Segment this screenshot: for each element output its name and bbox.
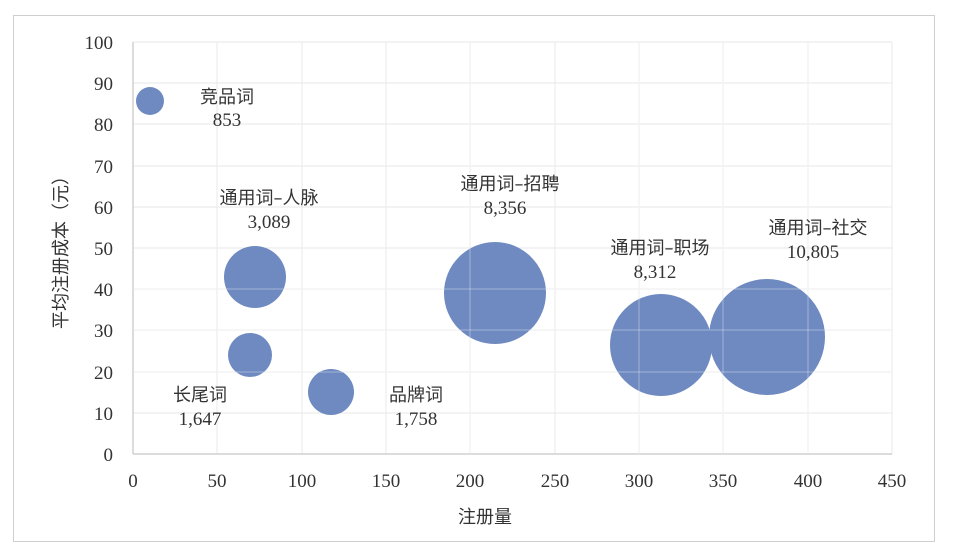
y-axis-title: 平均注册成本（元） [51, 167, 72, 329]
x-tick: 150 [372, 471, 401, 492]
y-tick: 80 [94, 115, 113, 136]
x-tick: 100 [288, 471, 317, 492]
y-tick: 100 [85, 33, 114, 54]
x-tick: 200 [456, 471, 485, 492]
label-name: 通用词–人脉 [220, 188, 319, 209]
data-labels: 竞品词 853 通用词–人脉 3,089 长尾词 1,647 品牌词 1,758… [173, 87, 868, 430]
gridlines [133, 41, 893, 454]
label-value: 1,758 [395, 409, 438, 430]
label-name: 通用词–职场 [611, 238, 710, 259]
label-name: 通用词–招聘 [461, 174, 560, 195]
bubble-jingpinci[interactable] [136, 87, 164, 115]
label-value: 1,647 [179, 409, 222, 430]
y-tick: 10 [94, 404, 113, 425]
y-tick-labels: 0 10 20 30 40 50 60 70 80 90 100 [85, 33, 114, 466]
label-name: 长尾词 [173, 385, 227, 406]
bubble-shejiao[interactable] [709, 279, 825, 395]
label-value: 8,356 [484, 198, 527, 219]
bubble-zhaopin[interactable] [444, 242, 546, 344]
label-value: 10,805 [787, 242, 839, 263]
x-tick-labels: 0 50 100 150 200 250 300 350 400 450 [128, 471, 906, 492]
label-name: 品牌词 [389, 385, 443, 406]
y-tick: 60 [94, 198, 113, 219]
bubble-pinpaici[interactable] [308, 369, 354, 415]
label-value: 853 [213, 110, 242, 131]
x-tick: 300 [625, 471, 654, 492]
x-axis-title: 注册量 [458, 507, 512, 528]
y-tick: 90 [94, 74, 113, 95]
bubble-renmai[interactable] [224, 246, 286, 308]
label-value: 8,312 [634, 262, 677, 283]
x-tick: 250 [541, 471, 570, 492]
x-tick: 450 [878, 471, 907, 492]
y-tick: 40 [94, 280, 113, 301]
x-tick: 50 [208, 471, 227, 492]
y-tick: 20 [94, 363, 113, 384]
y-tick: 50 [94, 239, 113, 260]
label-name: 通用词–社交 [769, 218, 868, 239]
x-tick: 0 [128, 471, 138, 492]
bubbles [136, 87, 825, 415]
label-value: 3,089 [248, 212, 291, 233]
y-tick: 0 [104, 445, 114, 466]
x-tick: 400 [794, 471, 823, 492]
bubble-zhichang[interactable] [610, 294, 712, 396]
y-tick: 30 [94, 321, 113, 342]
grid-overlay [133, 42, 892, 454]
y-tick: 70 [94, 157, 113, 178]
bubble-changweici[interactable] [228, 333, 272, 377]
x-tick: 350 [709, 471, 738, 492]
label-name: 竞品词 [200, 87, 254, 108]
